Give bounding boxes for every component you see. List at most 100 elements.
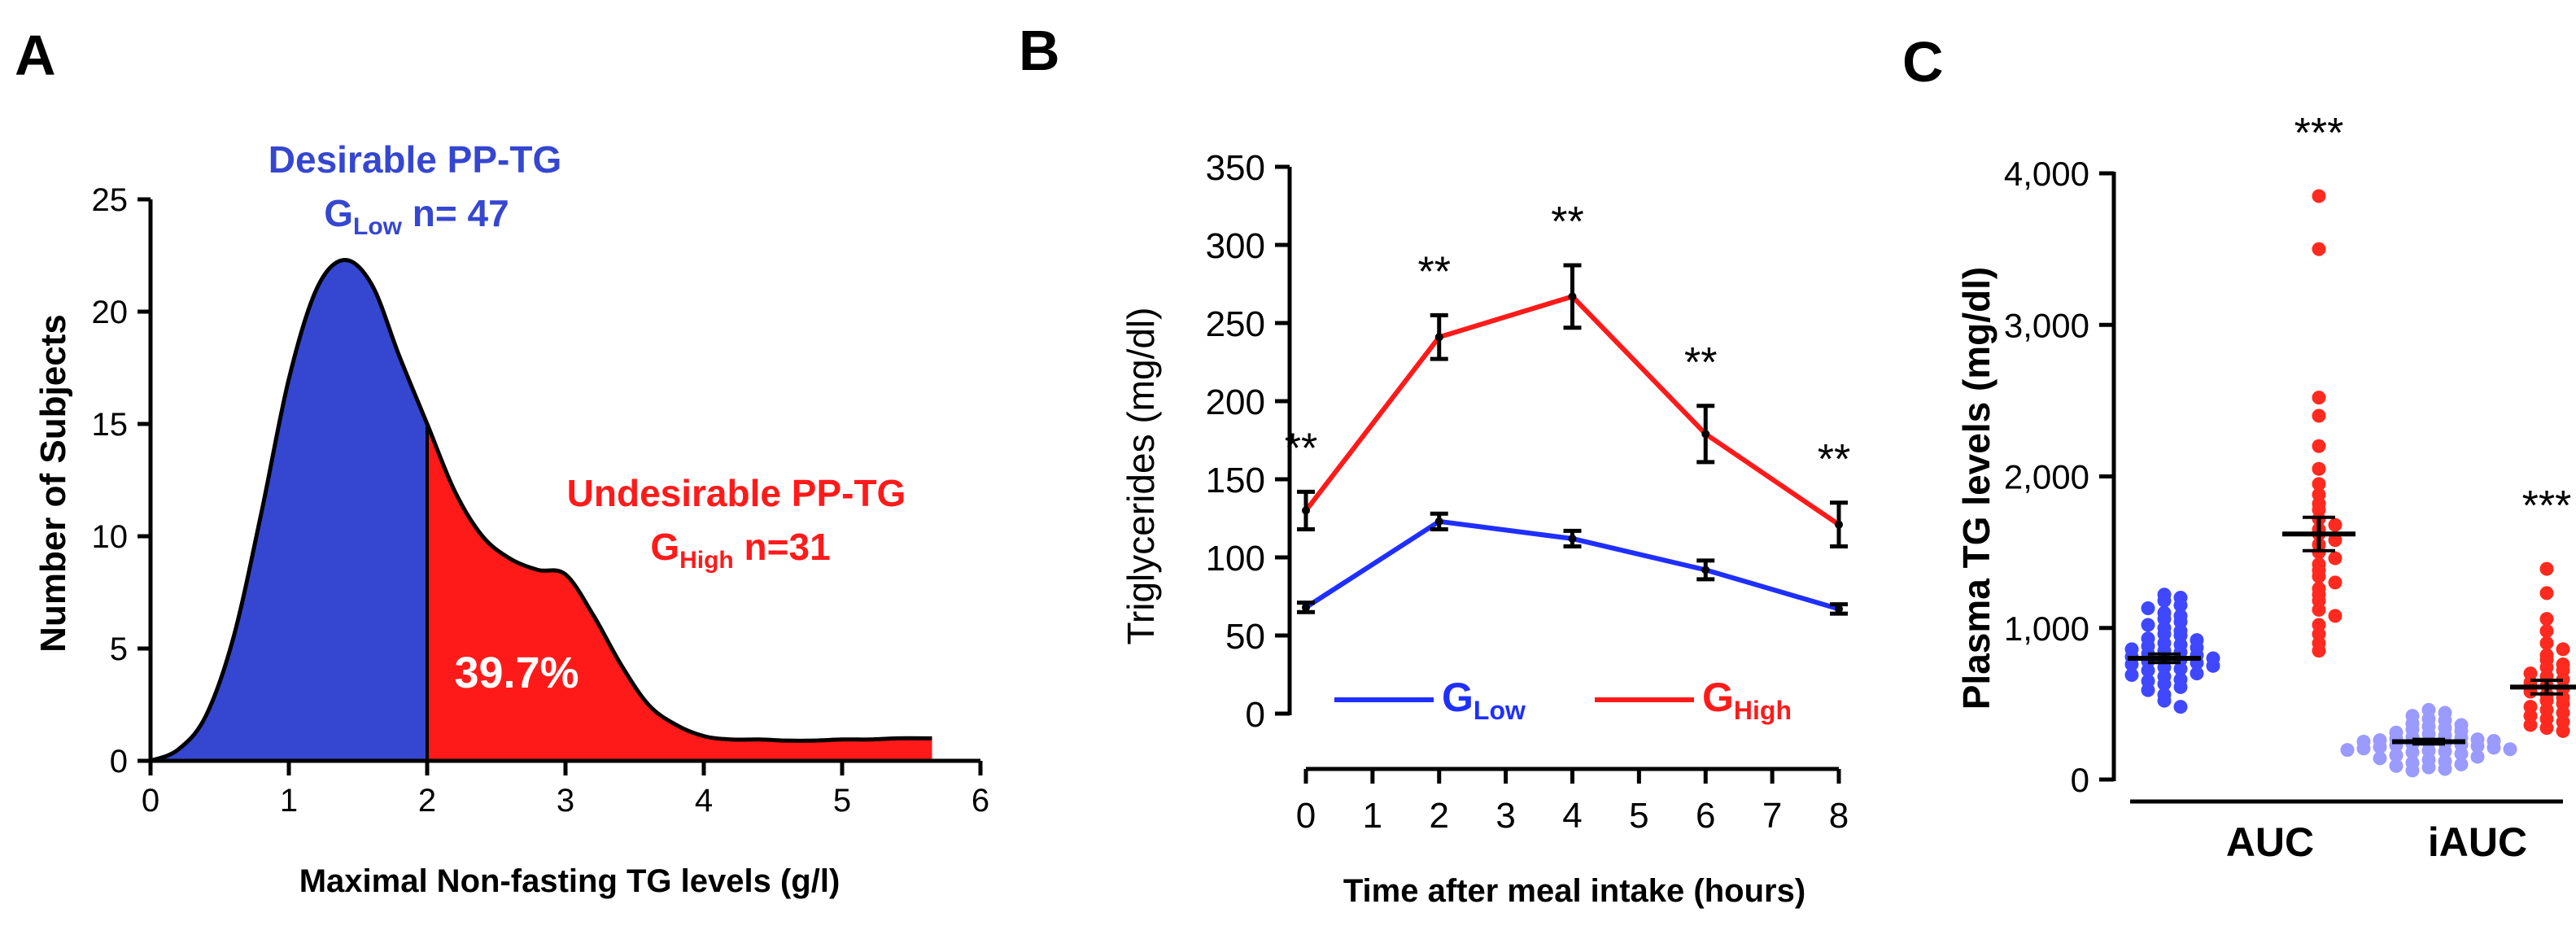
scatter-point [2124,657,2139,671]
y-tick-label: 4,000 [2004,155,2089,193]
y-tick-label: 20 [92,295,129,330]
low-group-count: n= 47 [402,192,509,234]
scatter-point [2312,189,2326,203]
y-tick-label: 0 [2071,761,2089,799]
scatter-point [2312,391,2326,405]
scatter-point [2141,601,2155,616]
scatter-point [2173,662,2188,676]
y-tick-label: 10 [92,519,129,555]
scatter-point [2503,742,2517,757]
scatter-point [2173,598,2188,613]
scatter-point [2312,439,2326,453]
scatter-point [2312,461,2326,476]
scatter-point [2389,748,2404,762]
scatter-point [2312,569,2326,583]
x-ticks: 0 1 2 3 4 5 6 7 8 [1296,769,1849,836]
x-tick-label: 6 [971,783,989,819]
y-tick-label: 100 [1206,539,1265,579]
density-outline [150,258,932,763]
scatter-point [2421,760,2436,775]
scatter-point [2312,408,2326,423]
x-tick-label: 2 [418,783,436,819]
legend-low-sub: Low [1474,696,1526,725]
category-iauc-label: iAUC [2428,819,2527,865]
panel-label-b: B [1019,19,1060,82]
scatter-point [2173,679,2188,694]
scatter-point [2157,693,2172,708]
data-point [1835,605,1843,614]
data-point [1568,534,1577,543]
panel-a-density-chart: 0 1 2 3 4 5 6 0 5 10 15 20 25 Maximal Non-fasting T… [33,138,989,899]
scatter-point [2141,663,2155,678]
high-group-g: G [650,526,679,568]
scatter-point [2539,623,2554,638]
scatter-point [2373,751,2387,766]
data-point [1568,292,1577,301]
significance-mark: ** [1418,248,1451,295]
points-AUC-GLow [2124,587,2220,714]
x-tick-label: 0 [142,783,159,819]
low-group-n: GLow n= 47 [324,192,509,240]
low-group-area [151,260,427,762]
significance-mark: ** [1684,339,1717,387]
significance-mark: *** [2522,483,2572,530]
scatter-point [2328,533,2342,548]
low-group-title: Desirable PP-TG [269,138,561,181]
scatter-point [2328,609,2342,623]
scatter-point [2356,741,2371,756]
high-group-title: Undesirable PP-TG [567,472,906,514]
x-tick-label: 3 [1495,796,1515,836]
x-tick-label: 0 [1296,796,1316,836]
panel-c-scatter-chart: 0 1,000 2,000 3,000 4,000 *** *** Plasma TG l… [1955,110,2576,865]
x-ticks: 0 1 2 3 4 5 6 [142,761,989,819]
scatter-point [2124,667,2139,682]
scatter-point [2312,477,2326,491]
points-iAUC-GLow [2340,702,2517,778]
y-tick-label: 150 [1206,461,1265,500]
panel-label-c: C [1902,30,1944,94]
scatter-point [2486,740,2501,755]
y-axis-label: Plasma TG levels (mg/dl) [1955,267,1997,710]
x-tick-label: 5 [833,783,851,819]
y-tick-label: 0 [1246,695,1265,735]
series-GLow [1297,511,1848,616]
x-tick-label: 4 [695,783,713,819]
scatter-point [2539,721,2554,736]
scatter-point [2470,749,2485,764]
scatter-point [2539,586,2554,601]
x-axis-label: Time after meal intake (hours) [1343,873,1805,909]
data-point [1701,430,1710,439]
legend-low-label: GLow [1442,675,1526,725]
scatter-point [2141,618,2155,632]
legend-low-g: G [1442,675,1474,720]
scatter-point [2157,593,2172,608]
scatter-point [2454,746,2469,761]
scatter-point [2539,561,2554,576]
scatter-point [2438,762,2452,776]
data-point [1835,520,1843,529]
scatter-point [2373,740,2387,754]
y-tick-label: 250 [1206,304,1265,344]
y-tick-label: 2,000 [2004,458,2089,496]
legend: GLow GHigh [1334,675,1792,725]
significance-mark: ** [1551,199,1583,246]
points-layer [2124,189,2570,778]
y-tick-label: 50 [1225,617,1265,657]
scatter-point [2312,242,2326,256]
y-ticks: 0 5 10 15 20 25 [92,182,151,780]
data-point [1302,506,1310,515]
scatter-point [2523,718,2538,732]
high-group-sub: High [679,547,734,574]
scatter-point [2454,757,2469,771]
x-axis-label: Maximal Non-fasting TG levels (g/l) [299,863,840,899]
scatter-point [2157,677,2172,692]
x-tick-label: 4 [1562,796,1582,836]
category-auc-label: AUC [2226,819,2314,865]
data-point [1701,566,1710,574]
y-tick-label: 1,000 [2004,609,2089,648]
scatter-point [2389,758,2404,773]
significance-mark: ** [1818,436,1850,483]
legend-high-label: GHigh [1702,675,1792,725]
scatter-point [2328,575,2342,590]
